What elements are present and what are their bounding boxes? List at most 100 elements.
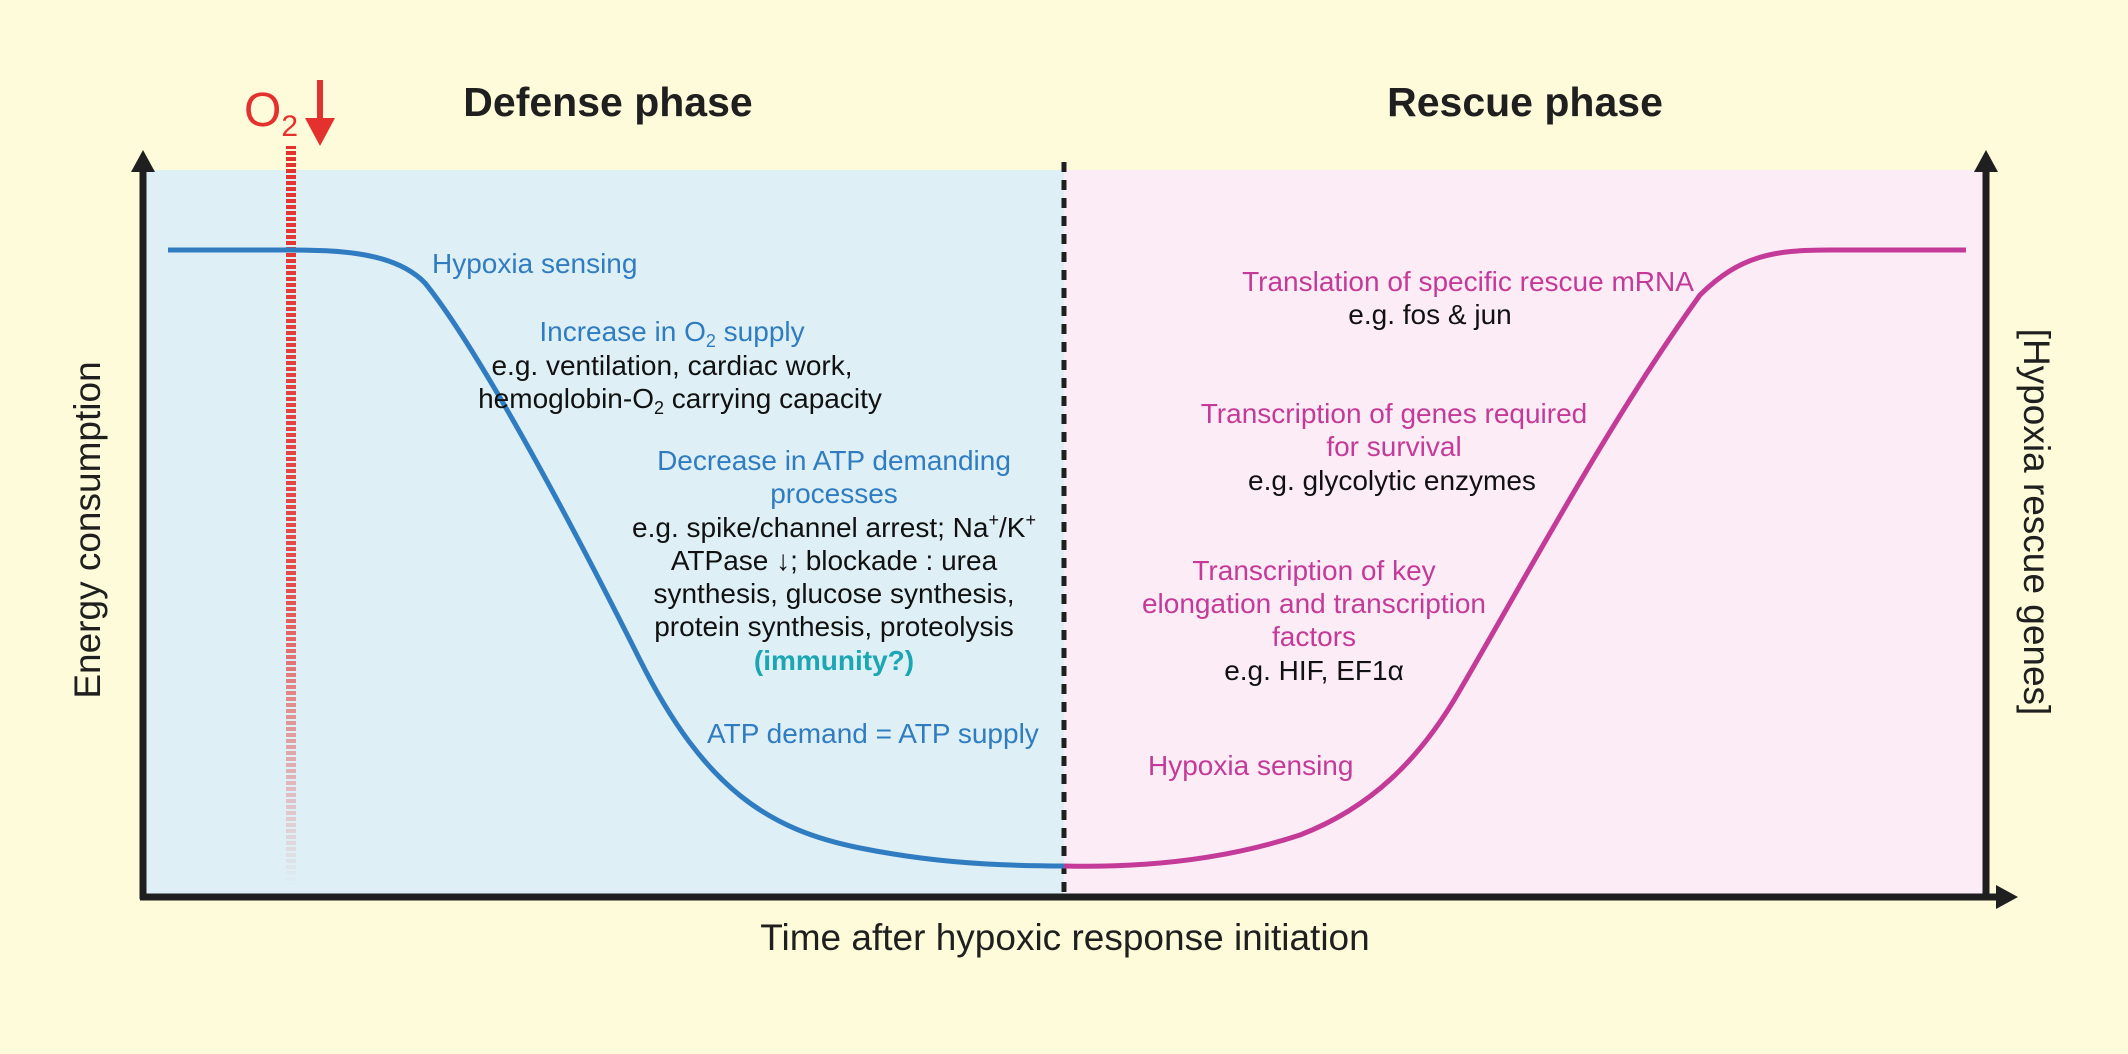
oxygen-marker-gap (286, 383, 296, 385)
oxygen-marker-gap (286, 341, 296, 343)
oxygen-marker-gap (286, 605, 296, 607)
oxygen-marker-gap (286, 527, 296, 529)
oxygen-marker-gap (286, 707, 296, 709)
oxygen-marker-gap (286, 155, 296, 157)
oxygen-marker-gap (286, 473, 296, 475)
oxygen-marker-gap (286, 281, 296, 283)
atp-example-2: ATPase ↓; blockade : urea (671, 545, 998, 576)
oxygen-marker-gap (286, 191, 296, 193)
oxygen-marker-gap (286, 851, 296, 853)
translation-heading: Translation of specific rescue mRNA (1242, 266, 1694, 297)
atp-example-3: synthesis, glucose synthesis, (653, 578, 1014, 609)
oxygen-marker-gap (286, 689, 296, 691)
oxygen-marker-gap (286, 875, 296, 877)
oxygen-marker-gap (286, 149, 296, 151)
oxygen-marker-gap (286, 455, 296, 457)
oxygen-marker-gap (286, 623, 296, 625)
defense-annotations: Hypoxia sensing Increase in O2 supply e.… (432, 248, 1039, 749)
right-axis-label: [Hypoxia rescue genes] (2016, 329, 2057, 716)
oxygen-marker-gap (286, 563, 296, 565)
oxygen-marker-gap (286, 881, 296, 883)
oxygen-marker-gap (286, 719, 296, 721)
oxygen-marker-gap (286, 179, 296, 181)
oxygen-marker-gap (286, 731, 296, 733)
oxygen-marker-gap (286, 161, 296, 163)
oxygen-marker-gap (286, 329, 296, 331)
oxygen-marker-gap (286, 317, 296, 319)
oxygen-marker-gap (286, 227, 296, 229)
survival-genes-example: e.g. glycolytic enzymes (1248, 465, 1536, 496)
oxygen-marker-gap (286, 599, 296, 601)
defense-hypoxia-sensing: Hypoxia sensing (432, 248, 637, 279)
rescue-gene-curve (1063, 247, 1966, 869)
oxygen-marker-gap (286, 785, 296, 787)
oxygen-marker-gap (286, 743, 296, 745)
oxygen-marker-gap (286, 791, 296, 793)
oxygen-marker-gap (286, 821, 296, 823)
oxygen-marker-gap (286, 839, 296, 841)
oxygen-marker-gap (286, 587, 296, 589)
o2-supply-heading: Increase in O2 supply (539, 316, 804, 351)
oxygen-marker-gap (286, 167, 296, 169)
oxygen-marker-gap (286, 779, 296, 781)
oxygen-marker-gap (286, 521, 296, 523)
left-axis-label: Energy consumption (67, 361, 108, 698)
oxygen-marker-gap (286, 293, 296, 295)
axes (131, 150, 2018, 909)
oxygen-marker-gap (286, 557, 296, 559)
oxygen-marker-gap (286, 533, 296, 535)
oxygen-marker-gap (286, 641, 296, 643)
oxygen-marker-gap (286, 695, 296, 697)
left-axis-arrowhead (131, 150, 155, 172)
oxygen-marker-gap (286, 827, 296, 829)
oxygen-marker-gap (286, 593, 296, 595)
atp-example-4: protein synthesis, proteolysis (654, 611, 1014, 642)
oxygen-marker-gap (286, 515, 296, 517)
oxygen-marker-gap (286, 185, 296, 187)
oxygen-marker-gap (286, 653, 296, 655)
bottom-axis-label: Time after hypoxic response initiation (760, 917, 1369, 958)
oxygen-marker-gap (286, 269, 296, 271)
oxygen-marker-gap (286, 425, 296, 427)
oxygen-marker-gap (286, 545, 296, 547)
rescue-phase-title: Rescue phase (1387, 79, 1663, 125)
key-factors-heading-2: elongation and transcription (1142, 588, 1486, 619)
oxygen-marker-gap (286, 803, 296, 805)
atp-balance-note: ATP demand = ATP supply (707, 718, 1039, 749)
oxygen-marker-gap (286, 371, 296, 373)
oxygen-marker-gap (286, 437, 296, 439)
oxygen-marker-gap (286, 725, 296, 727)
oxygen-marker-gap (286, 479, 296, 481)
atp-decrease-heading-2: processes (770, 478, 898, 509)
oxygen-marker-gap (286, 773, 296, 775)
oxygen-marker-gap (286, 449, 296, 451)
oxygen-marker-gap (286, 767, 296, 769)
oxygen-marker-gap (286, 509, 296, 511)
atp-example-1: e.g. spike/channel arrest; Na+/K+ (632, 510, 1036, 543)
oxygen-marker-gap (286, 323, 296, 325)
oxygen-marker-gap (286, 737, 296, 739)
rescue-phase-panel (1064, 170, 1984, 896)
oxygen-marker-gap (286, 245, 296, 247)
rescue-hypoxia-sensing: Hypoxia sensing (1148, 750, 1353, 781)
immunity-note: (immunity?) (754, 645, 914, 676)
oxygen-marker-gap (286, 389, 296, 391)
oxygen-marker-gap (286, 353, 296, 355)
oxygen-marker-gap (286, 467, 296, 469)
oxygen-marker-gap (286, 761, 296, 763)
defense-phase-panel (143, 170, 1064, 896)
oxygen-marker-gap (286, 665, 296, 667)
oxygen-marker-gap (286, 263, 296, 265)
oxygen-marker-gap (286, 305, 296, 307)
defense-phase-title: Defense phase (463, 79, 752, 125)
oxygen-marker-gap (286, 443, 296, 445)
oxygen-marker-gap (286, 581, 296, 583)
bottom-axis-arrowhead (1996, 885, 2018, 909)
oxygen-marker-gap (286, 173, 296, 175)
oxygen-marker-gap (286, 407, 296, 409)
oxygen-marker-gap (286, 863, 296, 865)
down-arrow-icon (305, 80, 335, 146)
oxygen-marker-gap (286, 797, 296, 799)
